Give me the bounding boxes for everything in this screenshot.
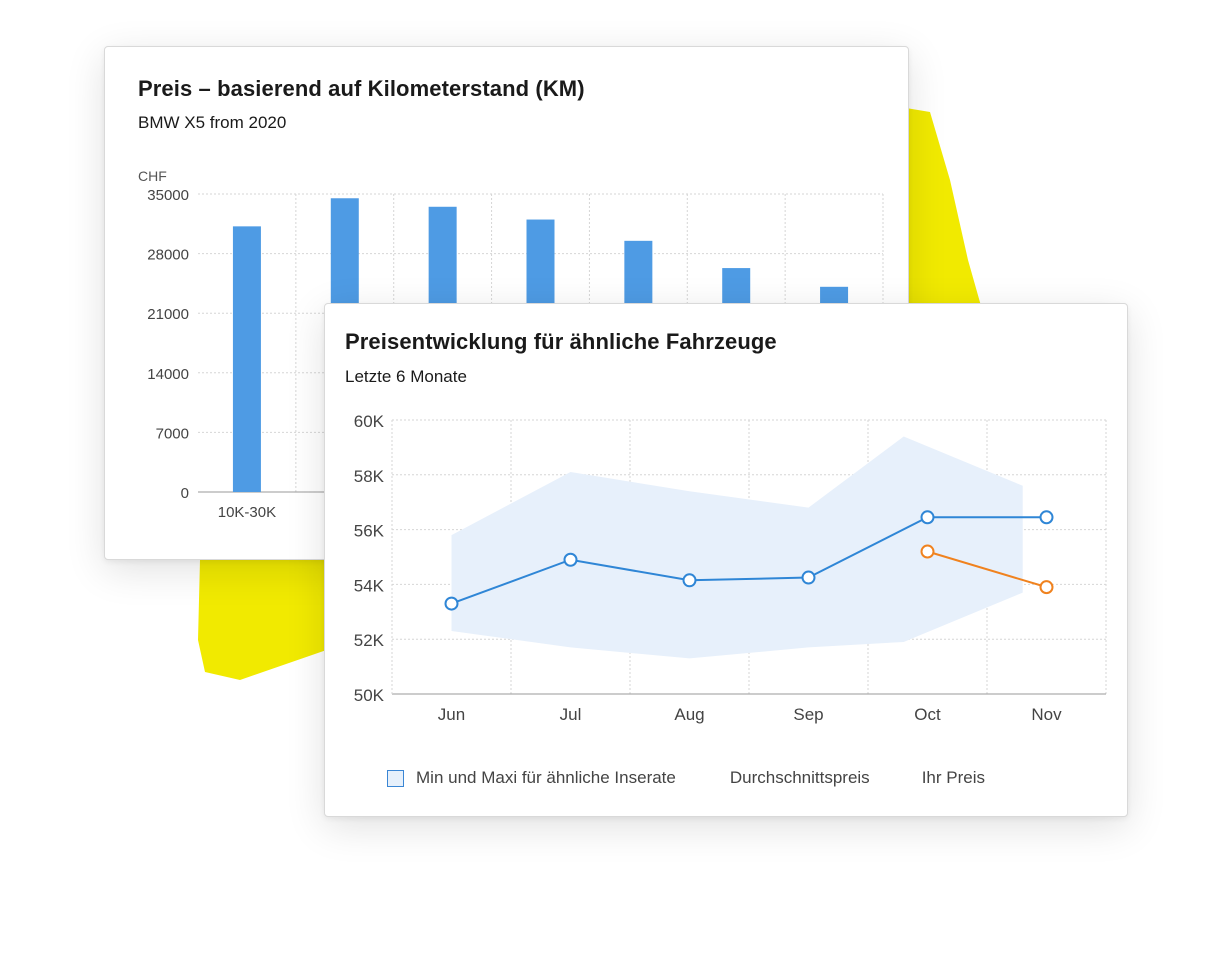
bar-y-tick-label: 21000	[147, 306, 189, 323]
chart-legend: Min und Maxi für ähnliche Inserate Durch…	[387, 766, 985, 790]
average-price-point	[682, 573, 697, 588]
price-trend-chart-card: Preisentwicklung für ähnliche Fahrzeuge …	[324, 303, 1128, 817]
line-chart-subtitle: Letzte 6 Monate	[345, 367, 467, 386]
line-x-tick-label: Oct	[914, 705, 941, 724]
bar-y-tick-label: 28000	[147, 247, 189, 264]
legend-label-your-price: Ihr Preis	[921, 768, 985, 787]
bar-x-tick-label: 10K-30K	[218, 504, 276, 521]
average-price-point	[563, 552, 578, 567]
line-x-tick-label: Nov	[1031, 705, 1062, 724]
average-price-point	[444, 596, 459, 611]
bar-y-axis-unit: CHF	[138, 168, 167, 184]
range-legend-swatch	[387, 769, 404, 787]
legend-label-average: Durchschnittspreis	[729, 768, 870, 787]
line-y-tick-label: 56K	[354, 522, 385, 541]
bar-y-tick-label: 35000	[147, 187, 189, 204]
line-x-tick-label: Aug	[674, 705, 704, 724]
line-y-tick-label: 60K	[354, 412, 385, 431]
min-max-range-area	[451, 436, 1023, 659]
line-x-tick-label: Sep	[793, 705, 823, 724]
average-price-point	[1039, 510, 1054, 525]
legend-item-range[interactable]: Min und Maxi für ähnliche Inserate	[387, 768, 676, 788]
price-bar	[232, 226, 261, 492]
legend-item-your-price[interactable]: Ihr Preis	[922, 768, 985, 788]
line-chart: 50K 52K 54K 56K 58K 60K Jun Jul Aug Sep Oct Nov	[354, 412, 1107, 724]
line-y-tick-label: 54K	[354, 576, 385, 595]
bar-chart-title: Preis – basierend auf Kilometerstand (KM…	[138, 76, 585, 101]
bar-y-tick-label: 0	[181, 485, 189, 502]
bar-y-tick-label: 7000	[156, 425, 189, 442]
line-x-tick-label: Jun	[438, 705, 465, 724]
your-price-line	[927, 550, 1047, 589]
your-price-point	[1039, 580, 1054, 595]
average-price-point	[801, 570, 816, 585]
line-y-tick-label: 50K	[354, 686, 385, 705]
line-y-tick-label: 52K	[354, 631, 385, 650]
average-price-point	[920, 510, 935, 525]
legend-label-range: Min und Maxi für ähnliche Inserate	[416, 768, 676, 787]
legend-item-average[interactable]: Durchschnittspreis	[730, 768, 870, 788]
line-x-tick-label: Jul	[560, 705, 582, 724]
your-price-point	[920, 544, 935, 559]
bar-chart-subtitle: BMW X5 from 2020	[138, 113, 287, 132]
bar-y-tick-label: 14000	[147, 366, 189, 383]
average-price-line	[451, 516, 1047, 605]
line-chart-title: Preisentwicklung für ähnliche Fahrzeuge	[345, 329, 777, 354]
line-y-tick-label: 58K	[354, 467, 385, 486]
